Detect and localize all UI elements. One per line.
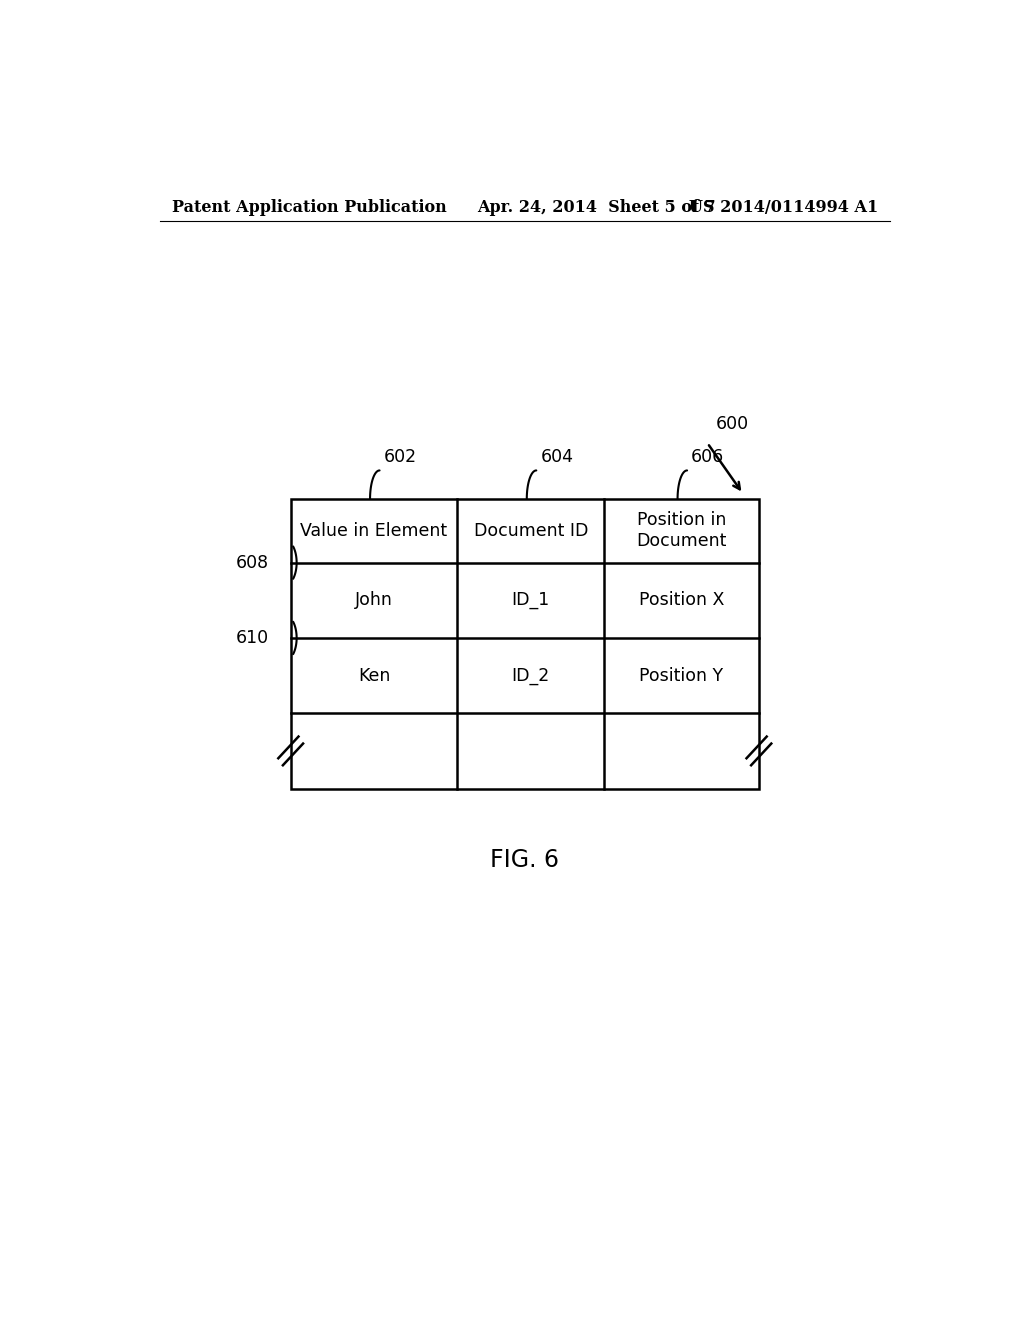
Text: Apr. 24, 2014  Sheet 5 of 7: Apr. 24, 2014 Sheet 5 of 7 <box>477 199 716 215</box>
Text: FIG. 6: FIG. 6 <box>490 847 559 871</box>
Bar <box>291 499 759 788</box>
Text: 610: 610 <box>236 628 269 647</box>
Text: Ken: Ken <box>357 667 390 685</box>
Text: US 2014/0114994 A1: US 2014/0114994 A1 <box>689 199 878 215</box>
Text: Position Y: Position Y <box>639 667 724 685</box>
Text: ID_1: ID_1 <box>512 591 550 610</box>
Text: 608: 608 <box>236 553 269 572</box>
Text: Position X: Position X <box>639 591 724 610</box>
Text: John: John <box>355 591 393 610</box>
Text: 606: 606 <box>691 449 724 466</box>
Text: Value in Element: Value in Element <box>300 521 447 540</box>
Text: 602: 602 <box>384 449 417 466</box>
Text: ID_2: ID_2 <box>512 667 550 685</box>
Text: Document ID: Document ID <box>473 521 588 540</box>
Text: 600: 600 <box>715 414 749 433</box>
Text: 604: 604 <box>541 449 573 466</box>
Text: Position in
Document: Position in Document <box>636 511 727 550</box>
Text: Patent Application Publication: Patent Application Publication <box>172 199 446 215</box>
